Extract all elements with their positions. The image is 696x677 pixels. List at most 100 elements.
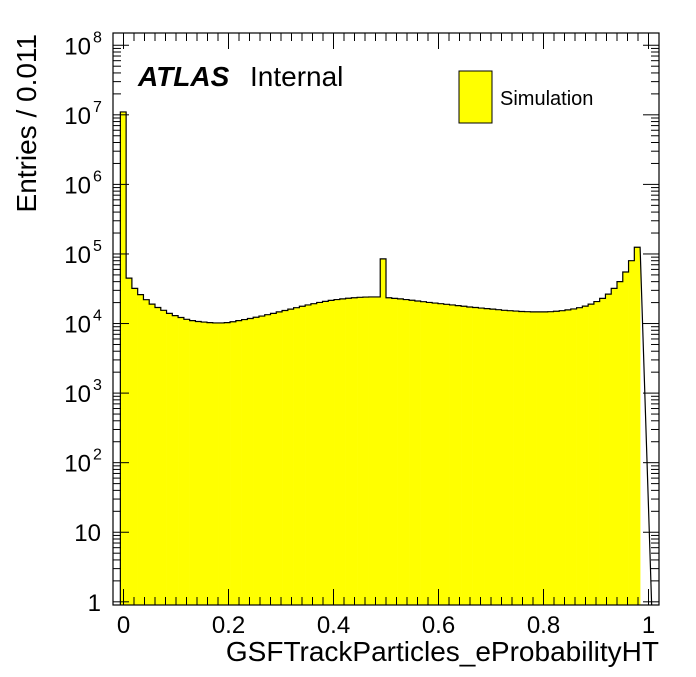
y-tick-label: 10 bbox=[74, 520, 101, 547]
histogram-bar bbox=[466, 306, 473, 605]
histogram-bar bbox=[397, 298, 404, 605]
histogram-bar bbox=[368, 296, 375, 605]
histogram-bar bbox=[403, 299, 410, 605]
legend-label-simulation: Simulation bbox=[500, 88, 593, 110]
legend: Simulation bbox=[458, 70, 593, 124]
histogram-bar bbox=[166, 313, 173, 605]
histogram-bar bbox=[513, 311, 520, 605]
histogram-bar bbox=[449, 304, 456, 605]
histogram-bar bbox=[316, 302, 323, 605]
histogram-bar bbox=[374, 296, 381, 605]
histogram-bar bbox=[235, 320, 242, 605]
histogram-bar bbox=[172, 315, 179, 605]
histogram-bar bbox=[218, 322, 225, 605]
histogram-bar bbox=[588, 304, 595, 605]
histogram-bar bbox=[501, 310, 508, 605]
histogram-bar bbox=[230, 321, 237, 605]
histogram-bar bbox=[582, 306, 589, 605]
histogram-bar bbox=[622, 272, 629, 605]
x-tick-label: 0.6 bbox=[422, 612, 455, 639]
histogram-bar bbox=[495, 309, 502, 605]
y-tick-exponent: 5 bbox=[93, 238, 102, 255]
histogram-bar bbox=[322, 301, 329, 605]
histogram-bar bbox=[593, 301, 600, 605]
histogram-bar bbox=[282, 310, 289, 605]
histogram-bar bbox=[183, 319, 190, 605]
histogram-bar bbox=[420, 301, 427, 605]
histogram-bar bbox=[334, 299, 341, 605]
y-tick-exponent: 8 bbox=[93, 29, 102, 46]
histogram-bar bbox=[293, 307, 300, 605]
y-tick-label: 1 bbox=[88, 590, 101, 617]
histogram-bar bbox=[195, 321, 202, 605]
histogram-bar bbox=[426, 302, 433, 605]
histogram-bar bbox=[264, 314, 271, 605]
histogram-bar bbox=[559, 310, 566, 605]
histogram-bar bbox=[553, 311, 560, 605]
histogram-bar bbox=[541, 311, 548, 605]
histogram-bar bbox=[507, 310, 514, 605]
histogram-outline bbox=[119, 111, 653, 606]
histogram-bar bbox=[599, 298, 606, 605]
histogram-bar bbox=[472, 307, 479, 605]
atlas-label-group: ATLAS Internal bbox=[137, 61, 343, 92]
histogram-bar bbox=[253, 317, 260, 605]
histogram-bar bbox=[201, 322, 208, 605]
histogram-bar bbox=[258, 316, 266, 605]
histogram-bar bbox=[310, 303, 317, 605]
histogram-bar bbox=[241, 319, 248, 605]
x-tick-label: 0 bbox=[117, 612, 130, 639]
y-tick-exponent: 2 bbox=[93, 447, 102, 464]
x-tick-label: 1 bbox=[642, 612, 655, 639]
y-tick-exponent: 4 bbox=[93, 308, 102, 325]
y-tick-exponent: 6 bbox=[93, 168, 102, 185]
histogram-bar bbox=[478, 308, 485, 605]
histogram-bar bbox=[432, 303, 439, 605]
plot-area bbox=[119, 111, 653, 606]
histogram-bar bbox=[131, 288, 138, 605]
histogram-bar bbox=[617, 281, 624, 605]
histogram-bar bbox=[212, 322, 219, 605]
histogram-bar bbox=[391, 298, 398, 605]
histogram-bar bbox=[345, 298, 352, 605]
y-axis-label: Entries / 0.011 bbox=[11, 34, 42, 212]
histogram-bar bbox=[339, 298, 346, 605]
histogram-bar bbox=[328, 300, 335, 605]
histogram-bar bbox=[628, 260, 635, 605]
labels: Entries / 0.011 GSFTrackParticles_eProba… bbox=[11, 34, 659, 667]
x-tick-label: 0.4 bbox=[317, 612, 350, 639]
histogram-bar bbox=[155, 307, 162, 605]
internal-label: Internal bbox=[250, 61, 343, 92]
y-tick-label: 10 bbox=[64, 33, 91, 60]
histogram-bar bbox=[611, 288, 618, 605]
legend-swatch-simulation bbox=[458, 70, 493, 124]
histogram-bar bbox=[120, 111, 127, 605]
histogram-bar bbox=[305, 304, 312, 605]
histogram-bar bbox=[605, 294, 612, 605]
y-tick-exponent: 7 bbox=[93, 99, 102, 116]
histogram-bar bbox=[189, 320, 196, 605]
histogram-bar bbox=[518, 311, 525, 605]
x-axis-label: GSFTrackParticles_eProbabilityHT bbox=[226, 636, 659, 667]
histogram-bar bbox=[247, 318, 254, 605]
histogram-bar bbox=[565, 309, 572, 605]
histogram-bar bbox=[437, 303, 445, 605]
histogram-bar bbox=[484, 308, 491, 605]
histogram-bar bbox=[570, 308, 577, 605]
histogram-bar bbox=[455, 305, 462, 605]
x-tick-label: 0.2 bbox=[212, 612, 245, 639]
histogram-bar bbox=[461, 306, 468, 605]
y-tick-label: 10 bbox=[64, 103, 91, 130]
histogram-bar bbox=[380, 258, 387, 605]
histogram-bar bbox=[143, 299, 150, 605]
x-tick-label: 0.8 bbox=[527, 612, 560, 639]
histogram-bar bbox=[386, 297, 393, 605]
y-tick-label: 10 bbox=[64, 451, 91, 478]
histogram-bar bbox=[414, 300, 421, 605]
histogram-bar bbox=[149, 304, 156, 605]
histogram-bar bbox=[276, 311, 283, 605]
histogram-bar bbox=[351, 297, 358, 605]
histogram-bar bbox=[547, 311, 554, 605]
